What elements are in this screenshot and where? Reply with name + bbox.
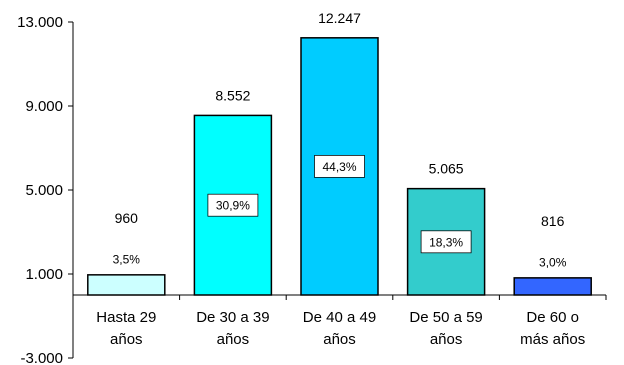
category-label: años	[110, 331, 143, 348]
data-labels: 960 3,5% 8.552 30,9% 12.247 44,3% 5.065 18,3% 81…	[101, 10, 578, 273]
y-tick-label: 5.000	[25, 182, 63, 199]
category-label: De 30 a 39	[196, 309, 269, 326]
percent-label: 3,0%	[539, 255, 567, 269]
value-label: 12.247	[318, 10, 361, 26]
percent-label: 44,3%	[322, 160, 356, 174]
value-label: 960	[115, 210, 139, 226]
category-label: Hasta 29	[96, 309, 156, 326]
percent-label-box	[207, 193, 259, 217]
category-label: años	[430, 331, 463, 348]
percent-label: 18,3%	[429, 235, 463, 249]
y-tick-label: 9.000	[25, 98, 63, 115]
value-label: 5.065	[429, 161, 464, 177]
percent-label-box	[314, 155, 365, 178]
value-label: 816	[541, 213, 565, 229]
percent-label-box	[527, 250, 578, 273]
y-tick-label: 13.000	[17, 14, 63, 31]
percent-label-box	[420, 230, 472, 254]
category-label: De 50 a 59	[409, 309, 482, 326]
category-label: De 40 a 49	[303, 309, 376, 326]
category-label: años	[217, 331, 250, 348]
bar	[513, 277, 592, 296]
y-tick-label: -3.000	[20, 350, 63, 365]
percent-label-box	[101, 247, 152, 270]
category-label: años	[323, 331, 356, 348]
y-tick-label: 1.000	[25, 266, 63, 283]
bar	[87, 274, 166, 296]
value-label: 8.552	[215, 87, 250, 103]
category-label: más años	[520, 331, 585, 348]
percent-label: 3,5%	[113, 252, 141, 266]
category-labels: Hasta 29 años De 30 a 39 años De 40 a 49 años…	[96, 309, 585, 348]
category-label: De 60 o	[526, 309, 579, 326]
percent-label: 30,9%	[216, 199, 250, 213]
